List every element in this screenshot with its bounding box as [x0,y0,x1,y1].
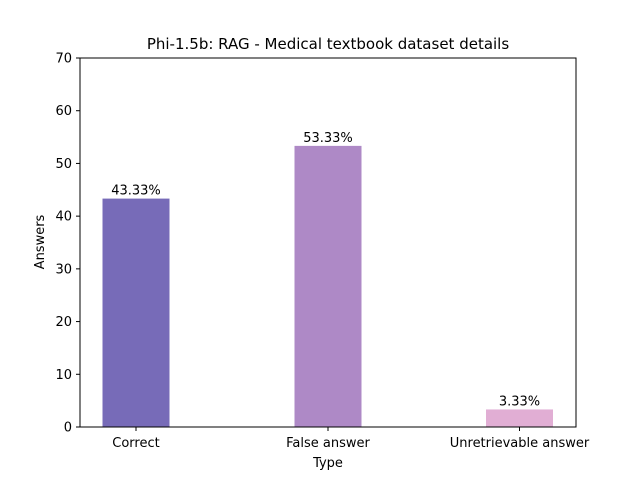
x-tick-label: Correct [112,436,159,451]
y-tick-label: 20 [55,315,72,330]
y-axis-label: Answers [33,214,48,269]
y-tick-label: 0 [64,421,72,436]
plot-area: 43.33% 53.33% 3.33% [79,57,577,428]
data-label: 3.33% [499,394,540,409]
x-tick-label: False answer [286,436,370,451]
x-axis: Correct False answer Unretrievable answer [112,427,590,451]
y-tick-label: 60 [55,104,72,119]
y-tick-label: 70 [55,52,72,67]
y-tick-label: 50 [55,157,72,172]
y-tick-label: 30 [55,262,72,277]
bar-false-answer [294,145,362,428]
data-label: 43.33% [111,184,161,199]
x-tick-label: Unretrievable answer [450,436,590,451]
y-axis: 0 10 20 30 40 50 60 70 [55,52,80,436]
data-label: 53.33% [303,131,353,146]
chart-title: Phi-1.5b: RAG - Medical textbook dataset… [147,35,510,53]
bar-correct [102,198,170,427]
y-tick-label: 40 [55,210,72,225]
bar-unretrievable-answer [486,409,553,427]
x-axis-label: Type [312,456,343,471]
y-tick-label: 10 [55,368,72,383]
